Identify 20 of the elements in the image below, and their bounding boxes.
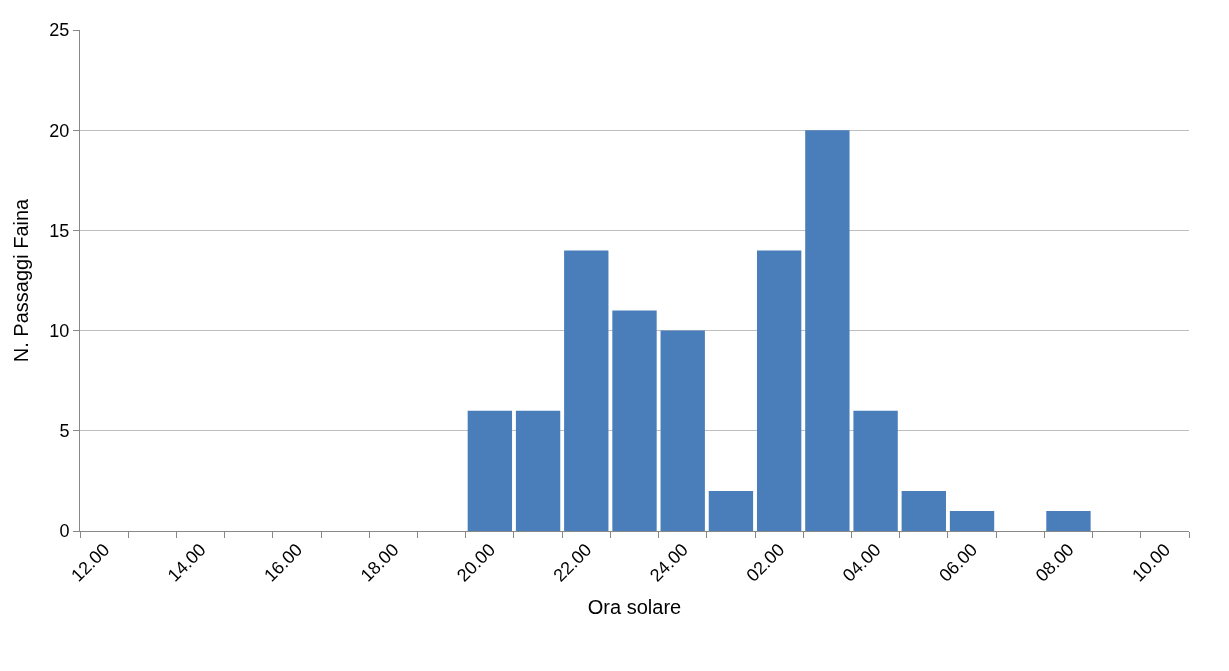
bar xyxy=(853,410,898,531)
y-tick-label: 15 xyxy=(49,220,70,241)
y-tick-label: 10 xyxy=(49,320,70,341)
bar xyxy=(1046,510,1091,531)
bar xyxy=(949,510,995,531)
y-tick-label: 0 xyxy=(59,521,70,542)
bar xyxy=(708,490,754,531)
bar xyxy=(756,250,802,531)
x-axis-title: Ora solare xyxy=(587,596,682,619)
bar xyxy=(612,310,657,531)
bar xyxy=(515,410,561,531)
bar xyxy=(901,490,946,531)
bar xyxy=(564,250,609,531)
y-axis-title: N. Passaggi Faina xyxy=(9,197,32,363)
y-tick-label: 20 xyxy=(49,120,70,141)
y-tick-label: 25 xyxy=(49,20,70,41)
bar xyxy=(660,330,705,531)
y-tick-label: 5 xyxy=(59,421,70,442)
bar xyxy=(805,130,850,531)
bar xyxy=(467,410,513,531)
